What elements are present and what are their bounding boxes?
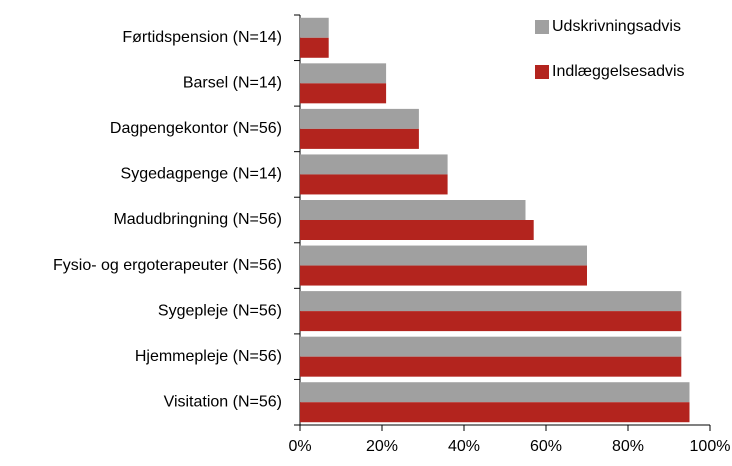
legend-label: Indlæggelsesadvis (552, 63, 685, 80)
bar (300, 200, 526, 220)
bar (300, 336, 682, 357)
bar (300, 83, 387, 104)
bar (300, 265, 587, 286)
y-tick-label: Førtidspension (N=14) (122, 29, 282, 46)
y-tick-label: Dagpengekontor (N=56) (110, 120, 282, 137)
bar (300, 220, 534, 240)
bar (300, 17, 329, 38)
y-tick-label: Visitation (N=56) (164, 393, 282, 410)
y-tick-label: Barsel (N=14) (183, 75, 282, 92)
bar (300, 402, 690, 423)
legend-swatch (535, 20, 549, 34)
bar (300, 291, 682, 312)
y-tick-label: Madudbringning (N=56) (113, 211, 282, 228)
bar (300, 37, 329, 58)
bar (300, 356, 682, 377)
y-tick-label: Sygedagpenge (N=14) (121, 166, 282, 183)
y-tick-label: Hjemmepleje (N=56) (135, 348, 282, 365)
x-tick-label: 20% (366, 438, 398, 455)
bar (300, 128, 419, 149)
bar (300, 108, 419, 129)
x-tick-label: 100% (690, 438, 731, 455)
x-tick-label: 40% (448, 438, 480, 455)
bar (300, 382, 690, 403)
legend-swatch (535, 65, 549, 79)
y-tick-label: Sygepleje (N=56) (158, 302, 282, 319)
bar (300, 174, 448, 195)
x-tick-label: 0% (288, 438, 311, 455)
x-tick-label: 60% (530, 438, 562, 455)
bar (300, 311, 682, 332)
bar (300, 154, 448, 175)
y-tick-label: Fysio- og ergoterapeuter (N=56) (53, 257, 282, 274)
x-tick-label: 80% (612, 438, 644, 455)
bar (300, 63, 387, 84)
legend-label: Udskrivningsadvis (552, 18, 681, 35)
bar (300, 245, 587, 266)
